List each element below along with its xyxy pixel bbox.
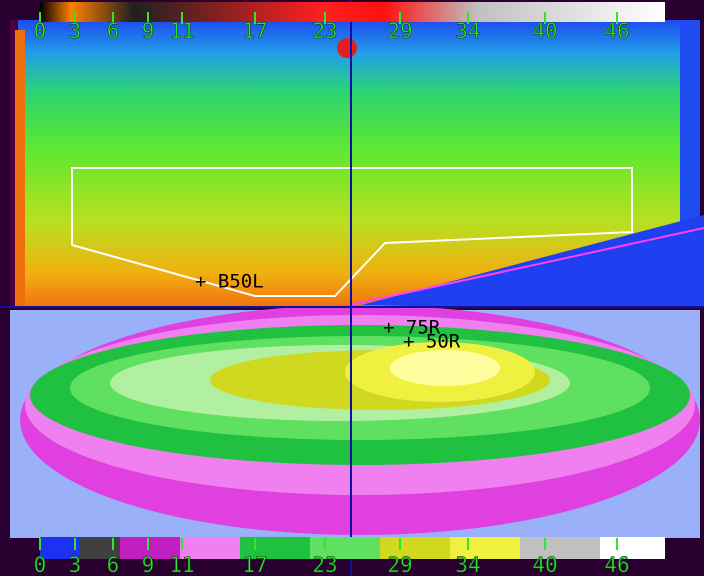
scale-label: 29 [387,19,412,43]
scale-label: 11 [169,19,194,43]
scale-label: 34 [455,553,480,576]
scale-label: 11 [169,553,194,576]
zone-outline [71,167,633,297]
scale-label: 34 [455,19,480,43]
left-edge [10,20,18,308]
top-color-bar [40,2,665,22]
marker-label: + 75R [383,317,441,339]
scale-label: 6 [107,553,120,576]
marker-label: + 50R [403,331,461,353]
marker-label: + B50L [195,271,264,293]
scale-label: 3 [69,19,82,43]
cutoff-line [349,227,704,306]
scale-label: 9 [142,553,155,576]
scale-label: 23 [312,553,337,576]
scale-label: 6 [107,19,120,43]
scale-label: 17 [242,553,267,576]
scale-label: 3 [69,553,82,576]
scale-label: 0 [34,19,47,43]
scale-label: 40 [532,553,557,576]
scale-label: 46 [604,553,629,576]
scale-label: 0 [34,553,47,576]
scale-label: 40 [532,19,557,43]
scale-label: 46 [604,19,629,43]
bottom-color-bar [40,537,665,559]
hot-spot [337,38,357,58]
scale-label: 17 [242,19,267,43]
contour-8 [390,350,500,386]
scale-label: 9 [142,19,155,43]
left-stripe [15,30,25,308]
scale-label: 29 [387,553,412,576]
scale-label: 23 [312,19,337,43]
